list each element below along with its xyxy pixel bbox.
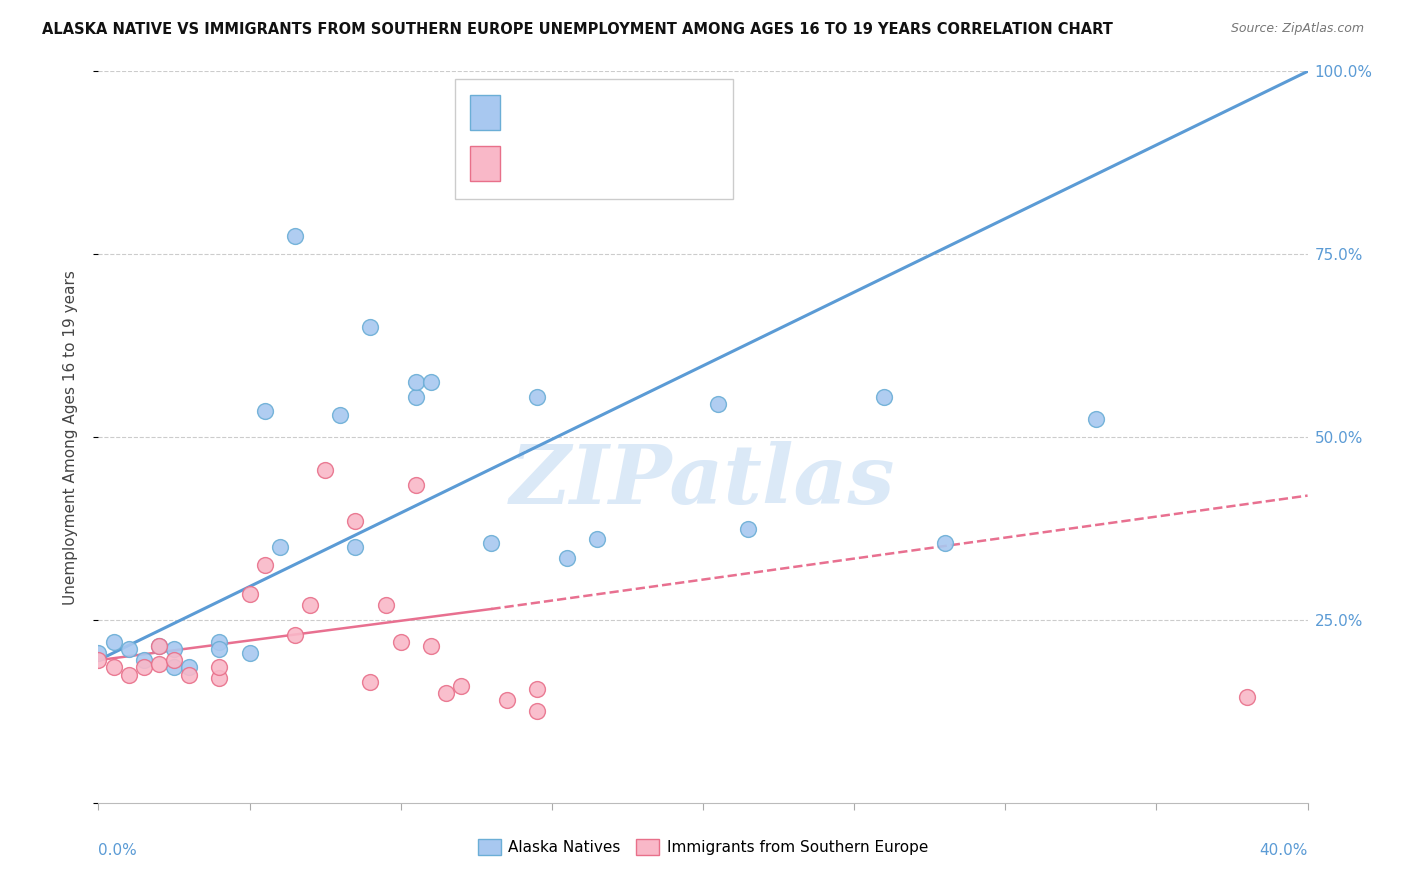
Point <box>284 228 307 243</box>
Point <box>450 679 472 693</box>
Point <box>526 682 548 697</box>
Point <box>344 540 367 554</box>
Point <box>526 705 548 719</box>
Point <box>148 657 170 671</box>
Point <box>148 639 170 653</box>
Point <box>132 653 155 667</box>
Point <box>208 635 231 649</box>
Point <box>405 376 427 390</box>
Point <box>163 653 186 667</box>
Point <box>103 660 125 674</box>
Bar <box>470 146 501 181</box>
Text: ALASKA NATIVE VS IMMIGRANTS FROM SOUTHERN EUROPE UNEMPLOYMENT AMONG AGES 16 TO 1: ALASKA NATIVE VS IMMIGRANTS FROM SOUTHER… <box>42 22 1114 37</box>
Point <box>253 404 276 418</box>
Point <box>360 675 382 690</box>
Point <box>299 599 322 613</box>
Point <box>87 646 110 660</box>
Point <box>163 660 186 674</box>
Point <box>208 660 231 674</box>
Point <box>420 376 443 390</box>
Point <box>389 635 412 649</box>
Text: N = 30: N = 30 <box>634 101 702 120</box>
Point <box>253 558 276 573</box>
Text: 40.0%: 40.0% <box>1260 843 1308 858</box>
Point <box>314 463 336 477</box>
Point <box>269 540 291 554</box>
Point <box>360 320 382 334</box>
Point <box>103 635 125 649</box>
Text: ZIPatlas: ZIPatlas <box>510 441 896 521</box>
Point <box>934 536 956 550</box>
Point <box>526 390 548 404</box>
Y-axis label: Unemployment Among Ages 16 to 19 years: Unemployment Among Ages 16 to 19 years <box>63 269 77 605</box>
Text: N = 28: N = 28 <box>634 153 702 170</box>
FancyBboxPatch shape <box>456 78 734 200</box>
Point <box>118 642 141 657</box>
Point <box>344 514 367 528</box>
Point <box>707 397 730 411</box>
Text: R =  0.312: R = 0.312 <box>513 153 609 170</box>
Point <box>586 533 609 547</box>
Point <box>329 408 352 422</box>
Point <box>87 653 110 667</box>
Point <box>405 477 427 491</box>
Point <box>239 587 262 601</box>
Point <box>179 667 201 681</box>
Point <box>163 642 186 657</box>
Point <box>374 599 396 613</box>
Point <box>434 686 457 700</box>
Point <box>873 390 896 404</box>
Bar <box>470 95 501 130</box>
Point <box>555 550 578 565</box>
Point <box>179 660 201 674</box>
Text: R = 0.524: R = 0.524 <box>513 101 603 120</box>
Point <box>481 536 503 550</box>
Point <box>148 639 170 653</box>
Point <box>208 642 231 657</box>
Text: Source: ZipAtlas.com: Source: ZipAtlas.com <box>1230 22 1364 36</box>
Point <box>208 672 231 686</box>
Point <box>284 627 307 641</box>
Text: 0.0%: 0.0% <box>98 843 138 858</box>
Legend: Alaska Natives, Immigrants from Southern Europe: Alaska Natives, Immigrants from Southern… <box>472 833 934 861</box>
Point <box>495 693 517 707</box>
Point <box>239 646 262 660</box>
Point <box>405 390 427 404</box>
Point <box>1085 412 1108 426</box>
Point <box>420 639 443 653</box>
Point <box>737 521 759 535</box>
Point <box>118 667 141 681</box>
Point <box>1236 690 1258 704</box>
Point <box>132 660 155 674</box>
